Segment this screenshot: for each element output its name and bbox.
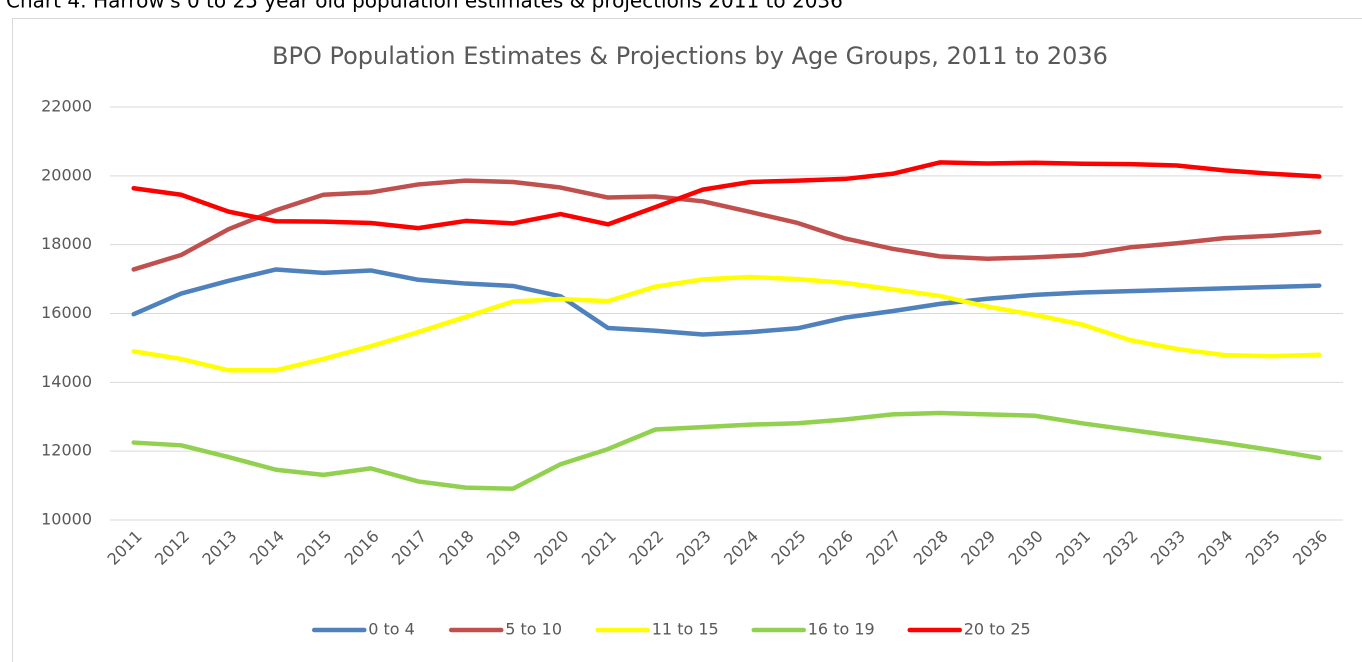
y-tick-label: 16000 (41, 303, 92, 322)
y-tick-label: 20000 (41, 165, 92, 184)
y-tick-label: 12000 (41, 441, 92, 460)
series-line (131, 160, 1322, 231)
chart-title: BPO Population Estimates & Projections b… (272, 42, 1108, 70)
legend-label: 16 to 19 (808, 620, 875, 639)
y-tick-label: 22000 (41, 97, 92, 116)
legend-label: 11 to 15 (652, 620, 719, 639)
y-tick-label: 14000 (41, 372, 92, 391)
legend-label: 5 to 10 (505, 620, 562, 639)
y-tick-label: 10000 (41, 510, 92, 529)
series-line (131, 178, 1322, 272)
series-line (131, 267, 1322, 337)
legend-label: 20 to 25 (964, 620, 1031, 639)
series-line (131, 274, 1322, 373)
series-line (131, 410, 1322, 491)
y-tick-label: 18000 (41, 234, 92, 253)
legend-label: 0 to 4 (368, 620, 415, 639)
page-heading: Chart 4: Harrow's 0 to 25 year old popul… (6, 0, 843, 13)
